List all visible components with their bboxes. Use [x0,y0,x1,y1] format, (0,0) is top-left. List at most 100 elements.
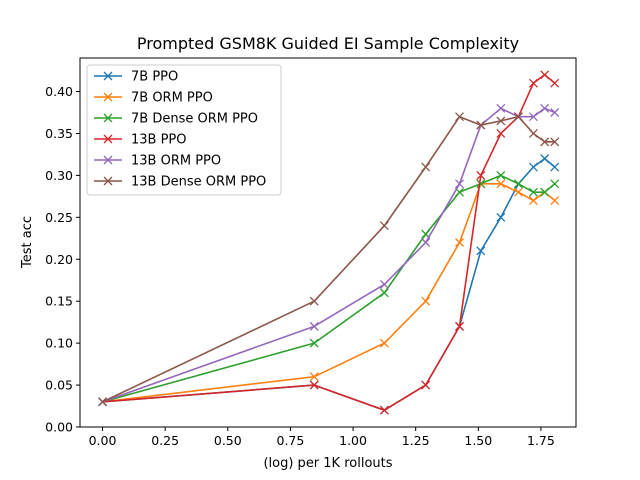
x-marker-stroke [550,162,560,172]
x-marker-stroke [513,179,523,189]
x-marker-stroke [528,78,538,88]
x-marker-stroke [496,129,506,138]
legend-swatch-marker [103,176,113,186]
x-marker-stroke [379,405,389,415]
x-marker-stroke [540,154,550,164]
x-marker-stroke [496,103,506,113]
data-point [513,187,523,197]
data-point [476,179,486,189]
x-marker-stroke [476,170,486,180]
data-point [528,162,538,172]
legend-swatch-marker [103,155,113,165]
legend: 7B PPO 7B ORM PPO 7B Dense ORM PPO 13B PPO 1… [86,64,282,196]
data-point [309,321,319,331]
x-marker-stroke [421,229,431,239]
legend-label: 7B PPO [131,70,178,85]
data-point [379,221,389,231]
x-marker-stroke [455,187,464,197]
x-marker-stroke [528,112,538,122]
x-tick-label: 1.25 [402,433,430,448]
data-point [421,380,431,390]
x-marker-stroke [476,246,486,256]
x-marker-stroke [496,170,506,180]
data-point [540,70,550,80]
x-marker-stroke [513,187,523,197]
x-tick-label: 0.50 [214,433,242,448]
x-marker-stroke [513,112,523,122]
x-marker-stroke [550,179,560,189]
data-point [550,179,560,189]
x-marker-stroke [528,129,538,138]
legend-label: 13B PPO [131,133,187,148]
y-tick-label: 0.30 [45,168,73,183]
legend-item: 13B PPO [94,133,187,148]
x-marker-stroke [455,238,464,247]
data-point [528,187,538,197]
data-point [421,296,431,306]
data-point [476,246,486,256]
x-marker-stroke [496,116,506,126]
x-marker-stroke [528,187,538,197]
x-tick-label: 1.00 [339,433,367,448]
data-point [309,296,319,306]
y-axis: 0.00 0.05 0.10 0.15 0.20 0.25 0.30 0.35 0.40 [45,84,80,435]
data-point [496,103,506,113]
x-tick-label: 0.00 [89,433,117,448]
y-tick-label: 0.05 [45,378,73,393]
data-point [379,288,389,298]
data-point [98,397,108,407]
legend-label: 7B ORM PPO [131,91,213,106]
x-marker-stroke [550,196,560,206]
y-tick-label: 0.35 [45,126,73,141]
data-point [379,279,389,289]
legend-box [86,64,282,196]
x-marker-stroke [550,137,560,147]
data-point [540,103,550,113]
x-tick-label: 1.75 [527,433,555,448]
x-marker-stroke [379,279,389,289]
data-point [513,112,523,122]
x-marker-stroke [528,196,538,206]
data-point [421,162,431,172]
legend-label: 13B Dense ORM PPO [131,175,266,190]
x-axis: 0.00 0.25 0.50 0.75 1.00 1.25 1.50 1.75 [89,427,555,448]
data-point [455,321,464,331]
data-point [496,129,506,138]
x-marker-stroke [540,187,550,197]
data-point [540,187,550,197]
data-point [528,129,538,138]
data-point [476,170,486,180]
legend-swatch-marker [103,134,113,144]
data-point [309,338,319,348]
x-marker-stroke [540,103,550,113]
x-marker-stroke [379,288,389,298]
y-tick-label: 0.00 [45,420,73,435]
legend-item: 7B PPO [94,70,178,85]
series-layer [98,70,560,415]
data-point [496,116,506,126]
x-marker-stroke [540,137,550,147]
data-point [540,154,550,164]
x-tick-label: 0.25 [151,433,179,448]
data-point [455,238,464,247]
data-point [379,405,389,415]
data-point [379,338,389,348]
data-point [550,196,560,206]
chart-title: Prompted GSM8K Guided EI Sample Complexi… [137,34,519,53]
axes-frame [79,57,577,428]
y-tick-label: 0.25 [45,210,73,225]
data-point [550,108,560,117]
x-marker-stroke [309,321,319,331]
x-marker-stroke [528,162,538,172]
x-marker-stroke [455,179,464,189]
x-marker-stroke [309,380,319,390]
legend-item: 13B Dense ORM PPO [94,175,266,190]
y-tick-label: 0.10 [45,336,73,351]
data-point [528,112,538,122]
x-marker-stroke [476,120,486,130]
x-marker-stroke [455,321,464,331]
legend-item: 7B Dense ORM PPO [94,112,258,127]
y-axis-label: Test acc [20,216,35,269]
x-marker-stroke [496,179,506,189]
